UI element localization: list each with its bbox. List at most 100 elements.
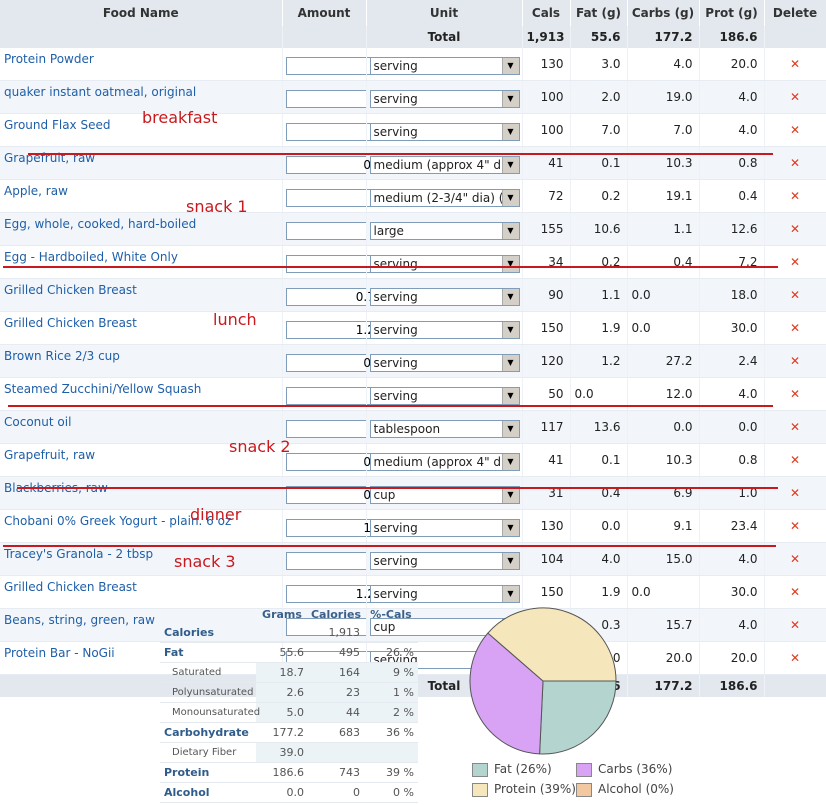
unit-select[interactable]: serving ▼ (369, 57, 520, 75)
column-header-prot[interactable]: Prot (g) (699, 0, 765, 26)
unit-select[interactable]: cup ▼ (369, 486, 520, 504)
column-header-amount[interactable]: Amount (282, 0, 367, 26)
dropdown-arrow-icon[interactable]: ▼ (501, 355, 519, 371)
food-row: Tracey's Granola - 2 tbspserving▼1044.01… (0, 542, 826, 576)
food-name-link[interactable]: Grilled Chicken Breast (0, 311, 283, 345)
unit-select[interactable]: medium (approx 4" dia ▼ (369, 453, 520, 471)
dropdown-arrow-icon[interactable]: ▼ (501, 388, 519, 404)
food-name-link[interactable]: Grapefruit, raw (0, 443, 283, 477)
close-x-icon: ✕ (789, 156, 801, 170)
column-header-carbs[interactable]: Carbs (g) (627, 0, 700, 26)
delete-button[interactable]: ✕ (764, 575, 826, 609)
dropdown-arrow-icon[interactable]: ▼ (501, 454, 519, 470)
unit-select[interactable]: serving ▼ (369, 288, 520, 306)
food-name-link[interactable]: quaker instant oatmeal, original (0, 80, 283, 114)
unit-select[interactable]: serving ▼ (369, 585, 520, 603)
delete-button[interactable]: ✕ (764, 509, 826, 543)
close-x-icon: ✕ (789, 189, 801, 203)
unit-select[interactable]: medium (approx 4" dia ▼ (369, 156, 520, 174)
unit-select[interactable]: serving ▼ (369, 354, 520, 372)
dropdown-arrow-icon[interactable]: ▼ (501, 289, 519, 305)
food-name-link[interactable]: Ground Flax Seed (0, 113, 283, 147)
amount-input[interactable] (285, 156, 388, 174)
dropdown-arrow-icon[interactable]: ▼ (501, 586, 519, 602)
amount-input[interactable] (285, 321, 388, 339)
food-name-link[interactable]: Grilled Chicken Breast (0, 575, 283, 609)
dropdown-arrow-icon[interactable]: ▼ (501, 553, 519, 569)
delete-button[interactable]: ✕ (764, 278, 826, 312)
dropdown-arrow-icon[interactable]: ▼ (501, 322, 519, 338)
prot-value: 0.8 (699, 146, 765, 180)
dropdown-arrow-icon[interactable]: ▼ (501, 487, 519, 503)
delete-button[interactable]: ✕ (764, 80, 826, 114)
unit-select[interactable]: serving ▼ (369, 123, 520, 141)
food-name-link[interactable]: Egg - Hardboiled, White Only (0, 245, 283, 279)
food-name-link[interactable]: Apple, raw (0, 179, 283, 213)
dropdown-arrow-icon[interactable]: ▼ (501, 520, 519, 536)
column-header-fat[interactable]: Fat (g) (570, 0, 628, 26)
food-name-link[interactable]: Protein Powder (0, 48, 283, 81)
amount-input[interactable] (285, 354, 388, 372)
delete-button[interactable]: ✕ (764, 311, 826, 345)
dropdown-arrow-icon[interactable]: ▼ (501, 91, 519, 107)
food-name-link[interactable]: Coconut oil (0, 410, 283, 444)
macro-header-pct: %-Cals (370, 607, 412, 621)
amount-input[interactable] (285, 453, 388, 471)
food-name-link[interactable]: Egg, whole, cooked, hard-boiled (0, 212, 283, 246)
food-name-link[interactable]: Grapefruit, raw (0, 146, 283, 180)
delete-button[interactable]: ✕ (764, 410, 826, 444)
delete-button[interactable]: ✕ (764, 443, 826, 477)
dropdown-arrow-icon[interactable]: ▼ (501, 223, 519, 239)
amount-input[interactable] (285, 123, 388, 141)
food-name-link[interactable]: Grilled Chicken Breast (0, 278, 283, 312)
amount-input[interactable] (285, 255, 388, 273)
unit-select[interactable]: serving ▼ (369, 519, 520, 537)
dropdown-arrow-icon[interactable]: ▼ (501, 256, 519, 272)
unit-select[interactable]: tablespoon ▼ (369, 420, 520, 438)
macro-row: Monounsaturated 5.0 44 2 % (160, 702, 418, 723)
unit-select[interactable]: serving ▼ (369, 90, 520, 108)
unit-select[interactable]: serving ▼ (369, 552, 520, 570)
amount-input[interactable] (285, 552, 388, 570)
delete-button[interactable]: ✕ (764, 245, 826, 279)
food-name-link[interactable]: Blackberries, raw (0, 476, 283, 510)
delete-button[interactable]: ✕ (764, 641, 826, 675)
unit-select[interactable]: large ▼ (369, 222, 520, 240)
dropdown-arrow-icon[interactable]: ▼ (501, 124, 519, 140)
amount-input[interactable] (285, 288, 388, 306)
column-header-food[interactable]: Food Name (0, 0, 283, 26)
annotation-snack3: snack 3 (174, 552, 236, 571)
amount-input[interactable] (285, 585, 388, 603)
column-header-unit[interactable]: Unit (366, 0, 523, 26)
total-label: Total (366, 26, 523, 48)
unit-select[interactable]: serving ▼ (369, 255, 520, 273)
carbs-value: 0.0 (627, 575, 700, 609)
macro-calories: 164 (308, 662, 364, 683)
delete-button[interactable]: ✕ (764, 146, 826, 180)
dropdown-arrow-icon[interactable]: ▼ (501, 157, 519, 173)
delete-button[interactable]: ✕ (764, 113, 826, 147)
unit-select[interactable]: serving ▼ (369, 321, 520, 339)
amount-input[interactable] (285, 90, 388, 108)
delete-button[interactable]: ✕ (764, 212, 826, 246)
delete-button[interactable]: ✕ (764, 377, 826, 411)
delete-button[interactable]: ✕ (764, 48, 826, 81)
food-name-link[interactable]: Chobani 0% Greek Yogurt - plain. 6 oz (0, 509, 283, 543)
amount-input[interactable] (285, 519, 388, 537)
delete-button[interactable]: ✕ (764, 542, 826, 576)
amount-input[interactable] (285, 189, 388, 207)
dropdown-arrow-icon[interactable]: ▼ (501, 421, 519, 437)
unit-select[interactable]: medium (2-3/4" dia) (a ▼ (369, 189, 520, 207)
dropdown-arrow-icon[interactable]: ▼ (501, 58, 519, 74)
food-name-link[interactable]: Brown Rice 2/3 cup (0, 344, 283, 378)
column-header-cals[interactable]: Cals (522, 0, 571, 26)
delete-button[interactable]: ✕ (764, 344, 826, 378)
dropdown-arrow-icon[interactable]: ▼ (501, 190, 519, 206)
food-name-link[interactable]: Tracey's Granola - 2 tbsp (0, 542, 283, 576)
amount-input[interactable] (285, 222, 388, 240)
delete-button[interactable]: ✕ (764, 608, 826, 642)
unit-select[interactable]: serving ▼ (369, 387, 520, 405)
delete-button[interactable]: ✕ (764, 179, 826, 213)
amount-input[interactable] (285, 57, 388, 75)
delete-button[interactable]: ✕ (764, 476, 826, 510)
